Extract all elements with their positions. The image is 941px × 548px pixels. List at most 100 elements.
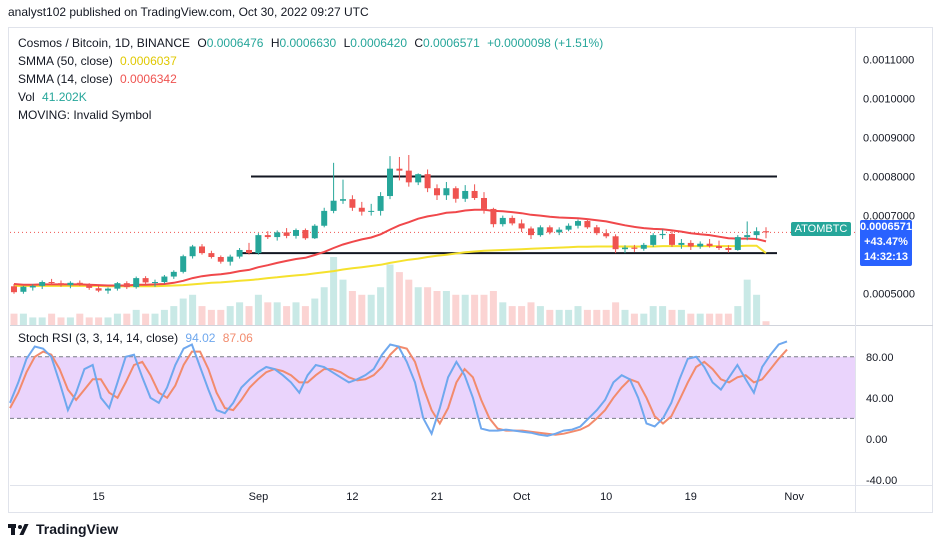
volume-bar	[706, 313, 714, 325]
candle-body	[462, 190, 469, 199]
volume-bar	[179, 298, 187, 325]
volume-bar	[630, 313, 638, 325]
legend-symbol[interactable]: Cosmos / Bitcoin, 1D, BINANCE	[18, 36, 191, 50]
volume-bar	[292, 302, 300, 325]
price-badge: 0.0006571 +43.47% 14:32:13	[860, 220, 912, 266]
candle-body	[537, 227, 544, 236]
volume-bar	[433, 291, 441, 325]
price-badge-pct: +43.47%	[864, 236, 908, 248]
volume-bar	[565, 309, 573, 325]
volume-bar	[743, 279, 751, 325]
candle-body	[189, 246, 196, 257]
volume-bar	[217, 309, 225, 325]
stoch-rsi-band	[10, 356, 855, 419]
candle-body	[199, 246, 205, 254]
y-tick-label: 0.0005000	[863, 289, 915, 301]
legend-symbol-row: Cosmos / Bitcoin, 1D, BINANCE O0.0006476…	[18, 36, 607, 50]
volume-bar	[76, 313, 84, 325]
volume-bar	[442, 291, 450, 325]
volume-bar	[677, 309, 685, 325]
volume-bar	[57, 317, 65, 325]
candle-body	[340, 199, 346, 201]
volume-bar	[480, 294, 488, 325]
legend-open-label: O	[197, 36, 207, 50]
candle-body	[763, 231, 769, 233]
volume-bar	[687, 313, 695, 325]
publisher-header: analyst102 published on TradingView.com,…	[8, 5, 369, 19]
legend-stoch-row[interactable]: Stoch RSI (3, 3, 14, 14, close) 94.02 87…	[18, 331, 257, 345]
volume-bar	[593, 309, 601, 325]
volume-bar	[142, 313, 150, 325]
osc-y-tick-label: 40.00	[866, 393, 894, 405]
candle-body	[311, 225, 318, 239]
volume-bar	[348, 291, 356, 325]
volume-bar	[170, 306, 178, 325]
legend-moving-row[interactable]: MOVING: Invalid Symbol	[18, 108, 155, 122]
candle-body	[293, 230, 299, 236]
y-tick-label: 0.0008000	[863, 172, 915, 184]
candle-body	[518, 223, 525, 229]
legend-smma14-row[interactable]: SMMA (14, close) 0.0006342	[18, 72, 181, 86]
candle-body	[39, 282, 46, 286]
candle-body	[481, 197, 487, 209]
volume-bar	[715, 313, 723, 325]
candle-body	[725, 248, 732, 250]
footer-brand[interactable]: TradingView	[8, 521, 118, 537]
candle-body	[114, 283, 121, 289]
legend-vol-row[interactable]: Vol 41.202K	[18, 90, 91, 104]
candle-body	[434, 188, 440, 196]
candle-body	[123, 283, 130, 288]
legend-stoch-label: Stoch RSI (3, 3, 14, 14, close)	[18, 331, 179, 345]
x-tick-label: 19	[685, 491, 697, 503]
volume-bar	[283, 306, 291, 325]
volume-bar	[499, 302, 507, 325]
volume-bar	[123, 313, 131, 325]
volume-bar	[19, 313, 27, 325]
volume-bar	[461, 294, 469, 325]
volume-bar	[38, 317, 46, 325]
legend-vol-label: Vol	[18, 90, 35, 104]
candle-body	[349, 199, 356, 208]
volume-bar	[612, 302, 620, 325]
candle-body	[208, 253, 215, 258]
x-tick-label: Nov	[784, 491, 804, 503]
volume-bar	[724, 313, 732, 325]
candle-body	[67, 282, 74, 286]
legend-stoch-k: 94.02	[185, 331, 216, 345]
candle-body	[217, 257, 224, 262]
y-tick-label: 0.0010000	[863, 93, 915, 105]
candle-body	[744, 235, 751, 238]
legend-open: 0.0006476	[206, 36, 264, 50]
candle-body	[76, 282, 83, 285]
candle-body	[283, 232, 290, 236]
volume-bar	[753, 294, 761, 325]
candle-body	[687, 242, 694, 247]
volume-bar	[264, 302, 272, 325]
volume-bar	[386, 264, 394, 325]
x-tick-label: 10	[600, 491, 612, 503]
legend-smma50-row[interactable]: SMMA (50, close) 0.0006037	[18, 54, 181, 68]
candle-body	[424, 174, 431, 189]
candle-body	[227, 256, 234, 262]
candle-body	[170, 271, 177, 277]
candle-body	[415, 174, 422, 183]
volume-bar	[621, 309, 629, 325]
volume-bar	[226, 306, 234, 325]
volume-bar	[236, 302, 244, 325]
candle-body	[246, 249, 252, 254]
volume-bar	[405, 279, 413, 325]
candle-body	[236, 249, 243, 257]
osc-y-tick-label: 80.00	[866, 352, 894, 364]
candle-body	[405, 170, 412, 183]
volume-bar	[367, 294, 375, 325]
x-tick-label: Sep	[249, 491, 269, 503]
candle-body	[321, 210, 328, 226]
smma14-line	[13, 208, 767, 287]
candle-body	[264, 235, 271, 238]
candle-body	[358, 207, 365, 212]
candle-body	[716, 246, 722, 249]
candle-body	[443, 188, 450, 196]
smma50-line	[14, 244, 767, 288]
y-tick-label: 0.0011000	[863, 54, 914, 66]
